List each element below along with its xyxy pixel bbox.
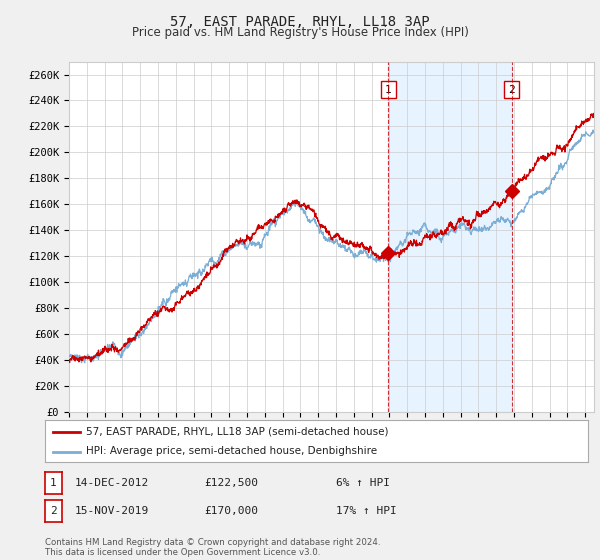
Text: 14-DEC-2012: 14-DEC-2012 <box>75 478 149 488</box>
Text: Price paid vs. HM Land Registry's House Price Index (HPI): Price paid vs. HM Land Registry's House … <box>131 26 469 39</box>
Text: 17% ↑ HPI: 17% ↑ HPI <box>336 506 397 516</box>
Text: 2: 2 <box>50 506 57 516</box>
Text: 57, EAST PARADE, RHYL, LL18 3AP: 57, EAST PARADE, RHYL, LL18 3AP <box>170 15 430 29</box>
Text: Contains HM Land Registry data © Crown copyright and database right 2024.
This d: Contains HM Land Registry data © Crown c… <box>45 538 380 557</box>
Text: 2: 2 <box>508 85 515 95</box>
Bar <box>388 62 512 412</box>
Text: 57, EAST PARADE, RHYL, LL18 3AP (semi-detached house): 57, EAST PARADE, RHYL, LL18 3AP (semi-de… <box>86 427 388 437</box>
Text: 1: 1 <box>50 478 57 488</box>
Text: HPI: Average price, semi-detached house, Denbighshire: HPI: Average price, semi-detached house,… <box>86 446 377 456</box>
Text: 1: 1 <box>385 85 392 95</box>
Text: £170,000: £170,000 <box>204 506 258 516</box>
Text: 15-NOV-2019: 15-NOV-2019 <box>75 506 149 516</box>
Text: £122,500: £122,500 <box>204 478 258 488</box>
Text: 6% ↑ HPI: 6% ↑ HPI <box>336 478 390 488</box>
